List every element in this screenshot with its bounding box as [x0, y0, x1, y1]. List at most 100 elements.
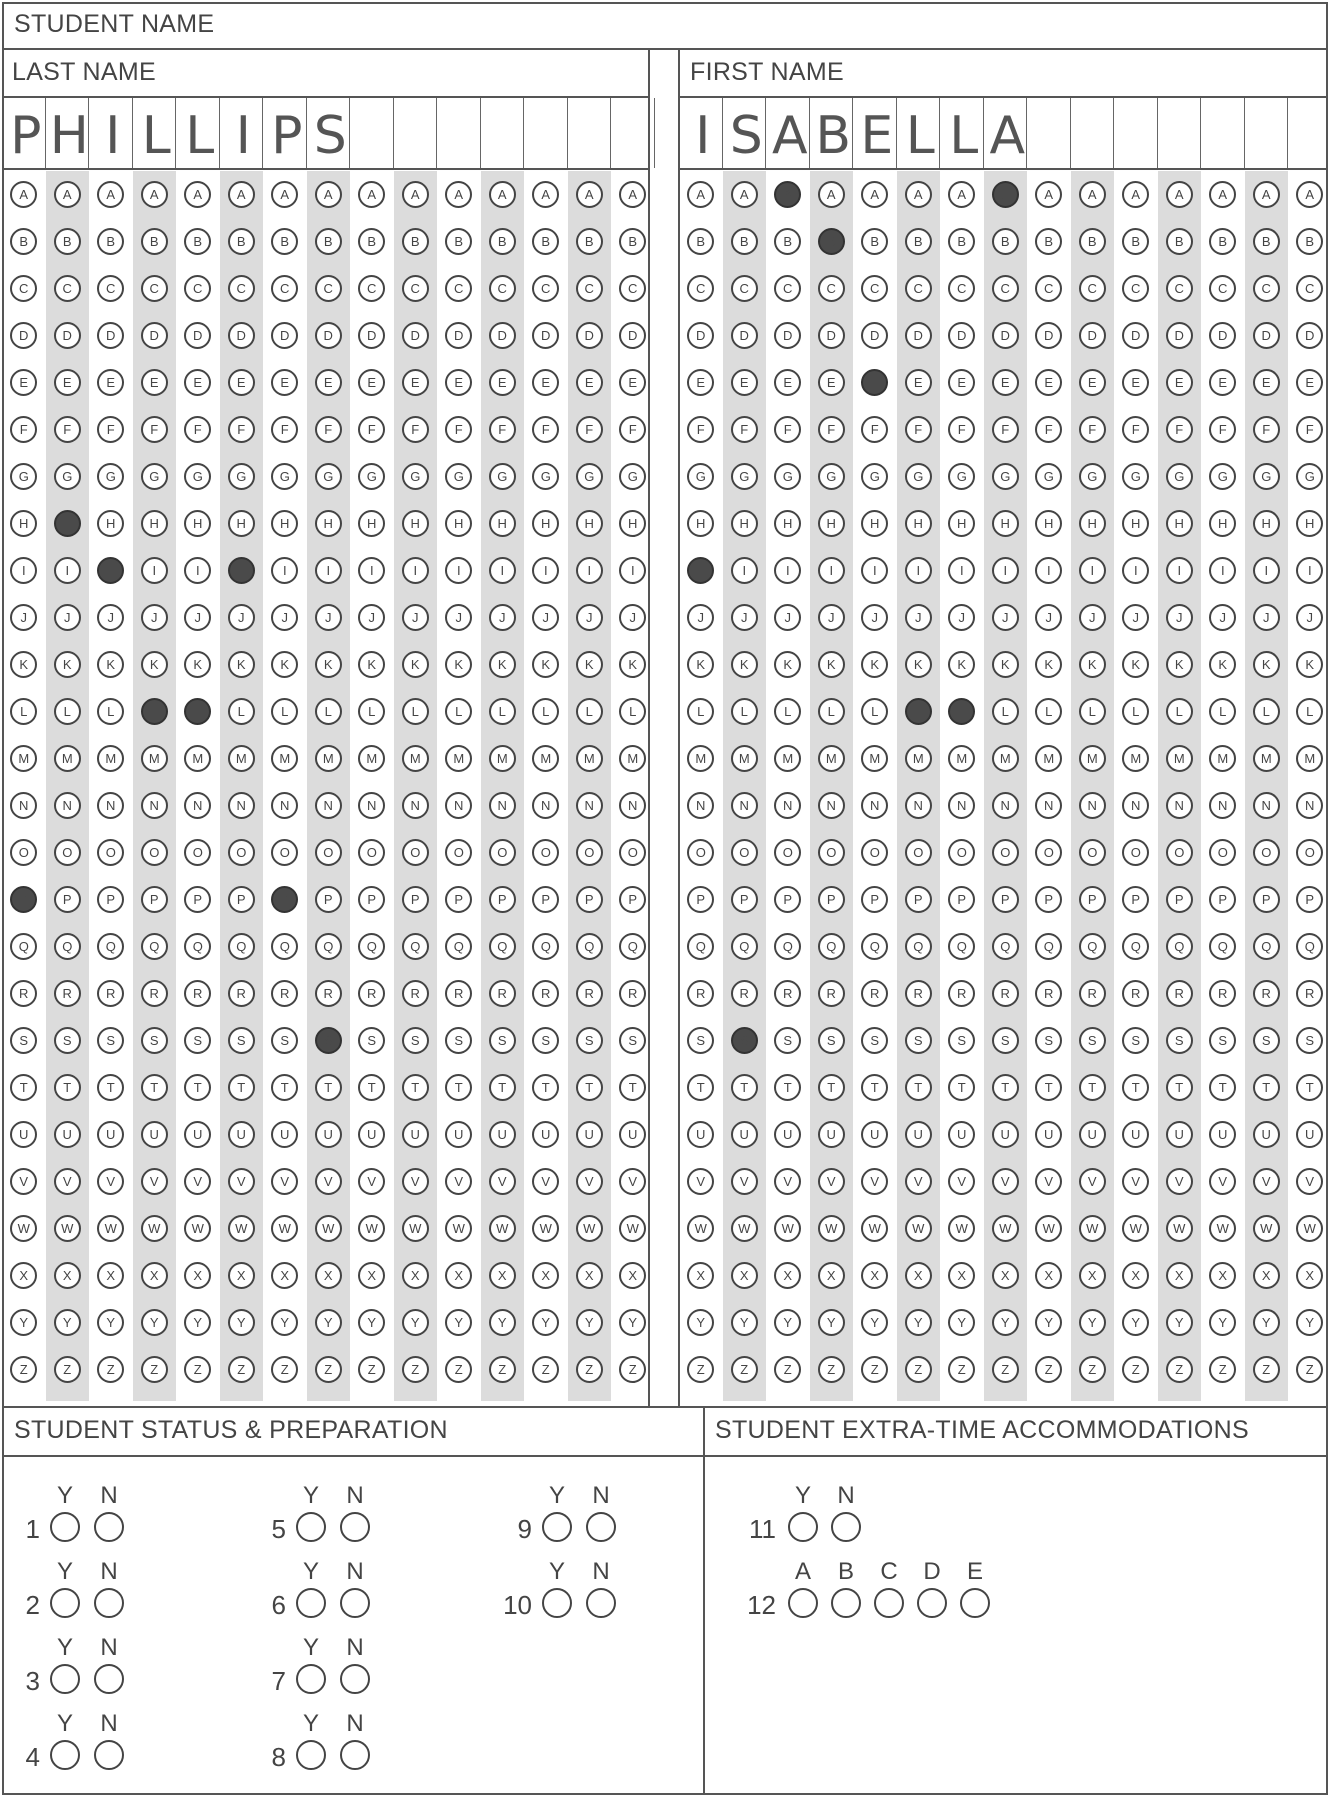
first-name-bubble[interactable]: A — [1209, 181, 1237, 208]
first-name-bubble[interactable]: I — [1035, 557, 1063, 584]
first-name-bubble[interactable]: S — [1035, 1027, 1063, 1054]
last-name-bubble[interactable]: I — [97, 557, 125, 584]
last-name-bubble[interactable]: B — [53, 228, 81, 255]
first-name-bubble[interactable]: D — [774, 322, 802, 349]
first-name-bubble[interactable]: X — [1252, 1262, 1280, 1289]
last-name-bubble[interactable]: L — [53, 698, 81, 725]
last-name-bubble[interactable]: M — [227, 745, 255, 772]
first-name-bubble[interactable]: K — [1165, 651, 1193, 678]
first-name-bubble[interactable]: A — [774, 181, 802, 208]
last-name-bubble[interactable]: Y — [10, 1309, 38, 1336]
first-name-bubble[interactable]: Y — [687, 1309, 715, 1336]
first-name-bubble[interactable]: F — [774, 416, 802, 443]
first-name-bubble[interactable]: I — [730, 557, 758, 584]
first-name-bubble[interactable]: W — [948, 1215, 976, 1242]
last-name-bubble[interactable]: V — [184, 1168, 212, 1195]
last-name-bubble[interactable]: U — [97, 1121, 125, 1148]
first-name-bubble[interactable]: Y — [1035, 1309, 1063, 1336]
first-name-bubble[interactable]: C — [1165, 275, 1193, 302]
first-name-bubble[interactable]: L — [1165, 698, 1193, 725]
first-name-bubble[interactable]: F — [1165, 416, 1193, 443]
first-name-bubble[interactable]: J — [904, 604, 932, 631]
last-name-bubble[interactable]: K — [140, 651, 168, 678]
first-name-bubble[interactable]: B — [991, 228, 1019, 255]
no-bubble[interactable] — [94, 1588, 124, 1618]
last-name-bubble[interactable]: T — [619, 1074, 647, 1101]
last-name-bubble[interactable]: S — [271, 1027, 299, 1054]
last-name-bubble[interactable]: V — [401, 1168, 429, 1195]
last-name-bubble[interactable]: Z — [314, 1356, 342, 1383]
first-name-bubble[interactable]: Q — [948, 933, 976, 960]
last-name-bubble[interactable]: M — [401, 745, 429, 772]
last-name-bubble[interactable]: E — [97, 369, 125, 396]
last-name-bubble[interactable]: O — [488, 839, 516, 866]
first-name-bubble[interactable]: L — [817, 698, 845, 725]
last-name-bubble[interactable]: T — [532, 1074, 560, 1101]
first-name-bubble[interactable]: V — [861, 1168, 889, 1195]
first-name-bubble[interactable]: I — [1165, 557, 1193, 584]
first-name-bubble[interactable]: J — [1209, 604, 1237, 631]
last-name-bubble[interactable]: F — [358, 416, 386, 443]
last-name-bubble[interactable]: Z — [227, 1356, 255, 1383]
last-name-bubble[interactable]: W — [140, 1215, 168, 1242]
first-name-bubble[interactable]: S — [861, 1027, 889, 1054]
last-name-bubble[interactable]: I — [227, 557, 255, 584]
first-name-bubble[interactable]: D — [1209, 322, 1237, 349]
first-name-bubble[interactable]: J — [817, 604, 845, 631]
last-name-bubble[interactable]: Q — [488, 933, 516, 960]
last-name-bubble[interactable]: Y — [314, 1309, 342, 1336]
last-name-bubble[interactable]: E — [53, 369, 81, 396]
first-name-bubble[interactable]: H — [904, 510, 932, 537]
first-name-bubble[interactable]: R — [1078, 980, 1106, 1007]
option-bubble[interactable] — [874, 1588, 904, 1618]
last-name-bubble[interactable]: E — [358, 369, 386, 396]
first-name-bubble[interactable]: U — [1209, 1121, 1237, 1148]
first-name-bubble[interactable]: G — [687, 463, 715, 490]
last-name-bubble[interactable]: F — [445, 416, 473, 443]
first-name-bubble[interactable]: T — [817, 1074, 845, 1101]
last-name-bubble[interactable]: C — [619, 275, 647, 302]
first-name-bubble[interactable]: R — [774, 980, 802, 1007]
last-name-bubble[interactable]: X — [445, 1262, 473, 1289]
last-name-bubble[interactable]: F — [97, 416, 125, 443]
last-name-bubble[interactable]: J — [488, 604, 516, 631]
first-name-bubble[interactable]: O — [904, 839, 932, 866]
first-name-bubble[interactable]: W — [1252, 1215, 1280, 1242]
last-name-bubble[interactable]: X — [10, 1262, 38, 1289]
first-name-bubble[interactable]: O — [1165, 839, 1193, 866]
first-name-bubble[interactable]: P — [1252, 886, 1280, 913]
last-name-bubble[interactable]: P — [184, 886, 212, 913]
last-name-bubble[interactable]: S — [575, 1027, 603, 1054]
last-name-bubble[interactable]: X — [271, 1262, 299, 1289]
last-name-bubble[interactable]: N — [314, 792, 342, 819]
first-name-bubble[interactable]: J — [1296, 604, 1324, 631]
last-name-bubble[interactable]: I — [445, 557, 473, 584]
last-name-bubble[interactable]: J — [358, 604, 386, 631]
first-name-bubble[interactable]: L — [1078, 698, 1106, 725]
last-name-bubble[interactable]: Z — [271, 1356, 299, 1383]
first-name-bubble[interactable]: W — [774, 1215, 802, 1242]
last-name-bubble[interactable]: O — [575, 839, 603, 866]
first-name-bubble[interactable]: K — [817, 651, 845, 678]
first-name-bubble[interactable]: N — [1165, 792, 1193, 819]
first-name-bubble[interactable]: R — [948, 980, 976, 1007]
last-name-bubble[interactable]: O — [445, 839, 473, 866]
last-name-bubble[interactable]: J — [619, 604, 647, 631]
last-name-bubble[interactable]: F — [401, 416, 429, 443]
first-name-bubble[interactable]: L — [948, 698, 976, 725]
first-name-bubble[interactable]: K — [861, 651, 889, 678]
first-name-bubble[interactable]: S — [1165, 1027, 1193, 1054]
first-name-bubble[interactable]: U — [904, 1121, 932, 1148]
last-name-bubble[interactable]: N — [358, 792, 386, 819]
last-name-bubble[interactable]: G — [532, 463, 560, 490]
last-name-bubble[interactable]: Z — [358, 1356, 386, 1383]
last-name-bubble[interactable]: U — [532, 1121, 560, 1148]
last-name-bubble[interactable]: A — [575, 181, 603, 208]
first-name-bubble[interactable]: L — [1296, 698, 1324, 725]
first-name-bubble[interactable]: O — [991, 839, 1019, 866]
first-name-bubble[interactable]: R — [861, 980, 889, 1007]
first-name-bubble[interactable]: X — [1078, 1262, 1106, 1289]
first-name-bubble[interactable]: E — [991, 369, 1019, 396]
last-name-bubble[interactable]: G — [271, 463, 299, 490]
last-name-bubble[interactable]: Q — [97, 933, 125, 960]
